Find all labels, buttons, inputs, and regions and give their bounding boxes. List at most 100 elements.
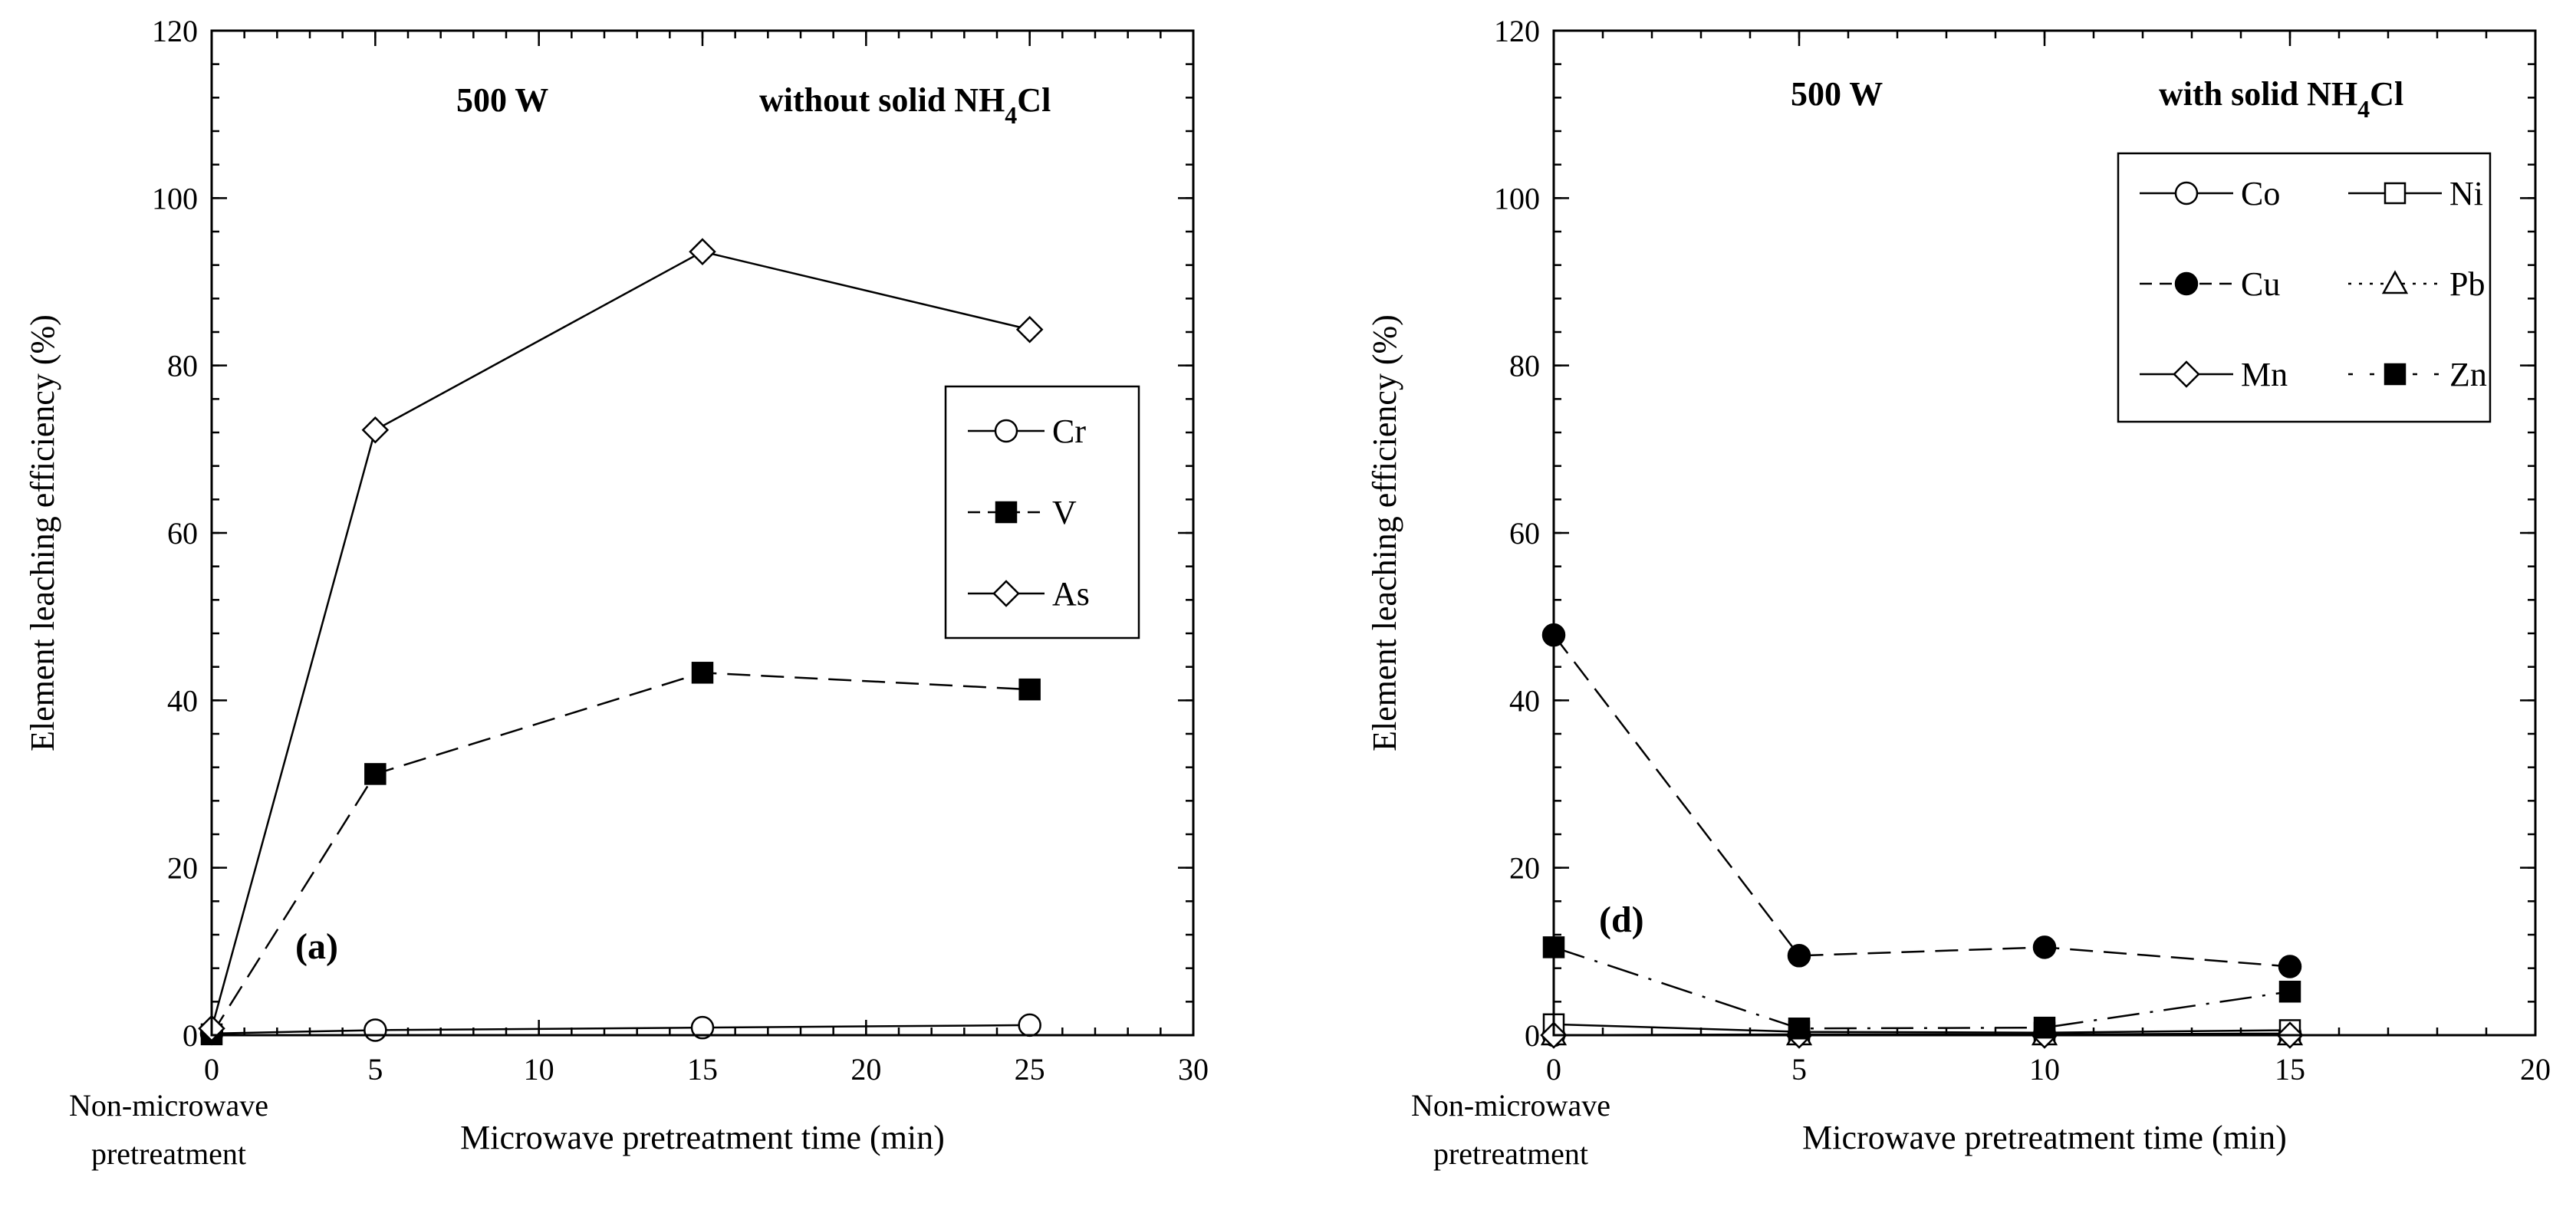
panel-a-nonmicrowave-label-line2: pretreatment [91, 1136, 246, 1171]
panel-d-y-tick-label: 80 [1509, 349, 1540, 383]
panel-d-y-tick-label: 100 [1494, 181, 1540, 215]
panel-d-y-tick-label: 120 [1494, 14, 1540, 48]
panel-a-power-annotation: 500 W [456, 81, 548, 119]
panel-a-series-as-point [689, 238, 716, 265]
panel-a-series-v-line [210, 672, 1030, 1035]
panel-a-series-v-point [1018, 678, 1041, 701]
panel-a-legend-label-cr: Cr [1052, 413, 1086, 450]
panel-d-power-annotation: 500 W [1791, 75, 1883, 113]
panel-a-y-tick-label: 120 [152, 14, 198, 48]
panel-a-series-v-point [364, 763, 387, 785]
panel-a-legend-label-v: V [1052, 494, 1077, 531]
panel-a-series-cr-line [211, 1024, 1030, 1035]
panel-d-series-cu-line [1553, 634, 2291, 968]
panel-a-series-as-line [210, 250, 1030, 1029]
panel-a-x-tick-label: 30 [1178, 1052, 1209, 1087]
panel-d-legend-marker-pb [2381, 270, 2409, 294]
panel-a-series-cr-point [690, 1015, 715, 1040]
panel-d-legend: Co Ni Cu Pb Mn Zn [2117, 152, 2492, 423]
panel-a-y-tick-label: 80 [167, 349, 198, 383]
panel-a-legend: Cr V As [944, 385, 1140, 640]
panel-d-legend-item-mn: Mn [2140, 356, 2288, 393]
panel-a-series-as [198, 238, 1044, 1043]
panel-d-legend-item-pb: Pb [2348, 265, 2485, 303]
panel-d-y-axis-title: Element leaching efficiency (%) [1366, 314, 1403, 751]
panel-d-nonmicrowave-label-line1: Non-microwave [1411, 1088, 1610, 1123]
panel-a-legend-marker-as [992, 580, 1020, 607]
panel-a-y-tick-label: 100 [152, 181, 198, 215]
panel-a-series-v-point [691, 662, 714, 684]
panel-a-legend-marker-cr [994, 419, 1018, 443]
panel-d-x-axis-title: Microwave pretreatment time (min) [1802, 1119, 2287, 1156]
panel-d-legend-item-zn: Zn [2348, 356, 2487, 393]
panel-d-x-tick-label: 0 [1546, 1052, 1561, 1087]
panel-d-legend-label-co: Co [2241, 175, 2280, 212]
panel-d-legend-marker-mn [2173, 360, 2200, 388]
panel-a-series [198, 238, 1044, 1046]
panel-a-y-tick-label: 0 [183, 1018, 198, 1053]
panel-d-x-tick-label: 10 [2029, 1052, 2060, 1087]
panel-a-plot-frame [210, 29, 1195, 1037]
panel-d-series [1540, 623, 2304, 1049]
panel-a-legend-label-as: As [1052, 575, 1090, 613]
panel-d-legend-label-pb: Pb [2449, 265, 2485, 303]
panel-a-y-axis-title: Element leaching efficiency (%) [24, 314, 61, 751]
panel-a-x-tick-label: 5 [367, 1052, 383, 1087]
panel-d-series-ni [1542, 1013, 2301, 1044]
chart-panel-d: 0 5 10 15 20 0 20 40 60 80 100 120 500 W with solid… [1366, 14, 2551, 1171]
panel-a-y-tick-label: 20 [167, 851, 198, 886]
panel-a-series-as-point [361, 416, 390, 444]
panel-a-series-cr [199, 1013, 1041, 1046]
panel-a-x-tick-label: 10 [524, 1052, 554, 1087]
panel-d-series-zn [1542, 936, 2301, 1040]
panel-a-legend-marker-v [995, 501, 1018, 524]
panel-d-legend-item-cu: Cu [2140, 265, 2280, 303]
panel-d-legend-marker-cu [2174, 271, 2199, 296]
panel-d-legend-marker-co [2174, 181, 2199, 206]
panel-d-legend-marker-zn [2384, 363, 2407, 386]
panel-a-series-cr-point [364, 1018, 387, 1042]
panel-a-series-as-point [1015, 315, 1044, 344]
panel-d-legend-label-mn: Mn [2241, 356, 2288, 393]
panel-d-series-cu-point [2278, 955, 2302, 978]
panel-d-legend-label-zn: Zn [2449, 356, 2487, 393]
panel-d-legend-item-co: Co [2140, 175, 2280, 212]
panel-d-plot-frame [1552, 29, 2537, 1037]
panel-d-series-cu-point [2032, 935, 2057, 959]
panel-a-y-tick-label: 40 [167, 683, 198, 718]
panel-a-series-cr-point [1018, 1013, 1041, 1037]
panel-d-series-zn-point [2278, 980, 2301, 1003]
panel-a-legend-item-as: As [968, 575, 1090, 613]
panel-d-series-cu-point [1787, 944, 1811, 968]
panel-d-label: (d) [1599, 899, 1644, 940]
panel-d-x-tick-label: 20 [2520, 1052, 2551, 1087]
panel-a-condition-annotation: without solid NH4Cl [759, 81, 1051, 129]
panel-a-label: (a) [295, 926, 338, 967]
panel-d-legend-item-ni: Ni [2348, 175, 2483, 212]
panel-d-series-ni-line [1553, 1023, 2291, 1034]
panel-a-x-tick-label: 15 [687, 1052, 718, 1087]
chart-panel-a: 0 5 10 15 20 25 30 0 20 40 60 80 100 120 500 W withou… [24, 14, 1209, 1171]
panel-d-y-tick-label: 40 [1509, 683, 1540, 718]
panel-a-legend-item-v: V [968, 494, 1077, 531]
panel-d-y-tick-label: 20 [1509, 851, 1540, 886]
panel-a-nonmicrowave-label-line1: Non-microwave [69, 1088, 268, 1123]
panel-d-y-tick-label: 60 [1509, 516, 1540, 551]
panel-d-legend-label-cu: Cu [2241, 265, 2280, 303]
panel-d-x-tick-label: 15 [2275, 1052, 2305, 1087]
panel-d-condition-annotation: with solid NH4Cl [2159, 75, 2403, 123]
panel-a-x-tick-label: 0 [204, 1052, 219, 1087]
panel-a-y-tick-label: 60 [167, 516, 198, 551]
panel-a-x-tick-label: 20 [850, 1052, 881, 1087]
panel-a-series-v [200, 662, 1041, 1046]
panel-d-nonmicrowave-label-line2: pretreatment [1433, 1136, 1588, 1171]
panel-d-legend-marker-ni [2384, 182, 2407, 205]
panel-d-series-cu [1541, 623, 2302, 978]
panel-a-x-tick-label: 25 [1015, 1052, 1045, 1087]
panel-d-x-tick-label: 5 [1791, 1052, 1807, 1087]
panel-d-series-zn-line [1553, 946, 2291, 1030]
panel-a-x-axis-title: Microwave pretreatment time (min) [460, 1119, 945, 1156]
panel-d-legend-label-ni: Ni [2449, 175, 2483, 212]
panel-a-legend-item-cr: Cr [968, 413, 1086, 450]
